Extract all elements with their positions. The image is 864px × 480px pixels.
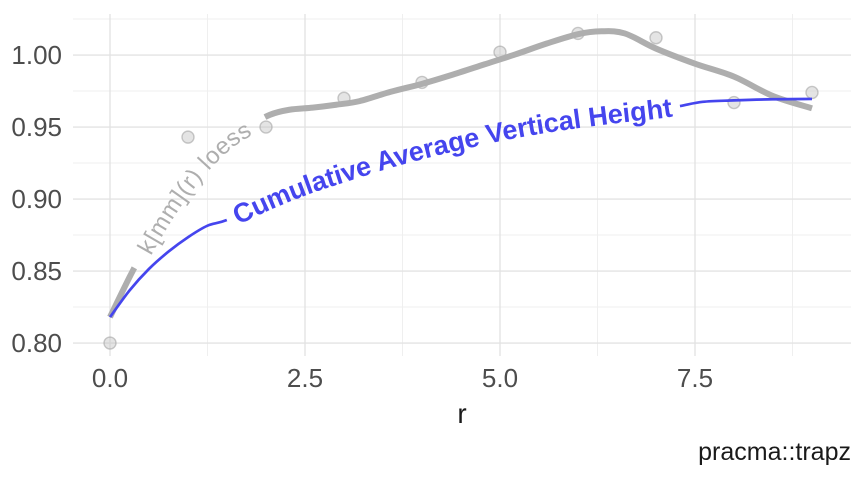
curve-label-cumavg: Cumulative Average Vertical Height: [228, 93, 674, 231]
x-tick-label: 7.5: [677, 363, 713, 393]
curve-label-loess: k[mm](r) loess: [133, 116, 257, 259]
data-point: [649, 31, 663, 45]
data-point: [727, 95, 741, 110]
y-tick-label: 0.80: [11, 328, 62, 358]
data-point: [103, 336, 117, 350]
caption-text: pracma::trapz: [698, 438, 851, 466]
loess-curve: [107, 28, 813, 319]
data-point: [181, 130, 195, 144]
y-tick-label: 0.90: [11, 184, 62, 214]
data-point: [259, 120, 273, 134]
x-axis-title: r: [457, 398, 467, 429]
data-point: [805, 85, 819, 100]
x-tick-label: 0.0: [92, 363, 128, 393]
cumavg-curve: [108, 97, 813, 318]
y-tick-label: 0.85: [11, 256, 62, 286]
x-tick-label: 5.0: [482, 363, 518, 393]
x-tick-label: 2.5: [287, 363, 323, 393]
y-tick-label: 1.00: [11, 40, 62, 70]
y-tick-label: 0.95: [11, 112, 62, 142]
